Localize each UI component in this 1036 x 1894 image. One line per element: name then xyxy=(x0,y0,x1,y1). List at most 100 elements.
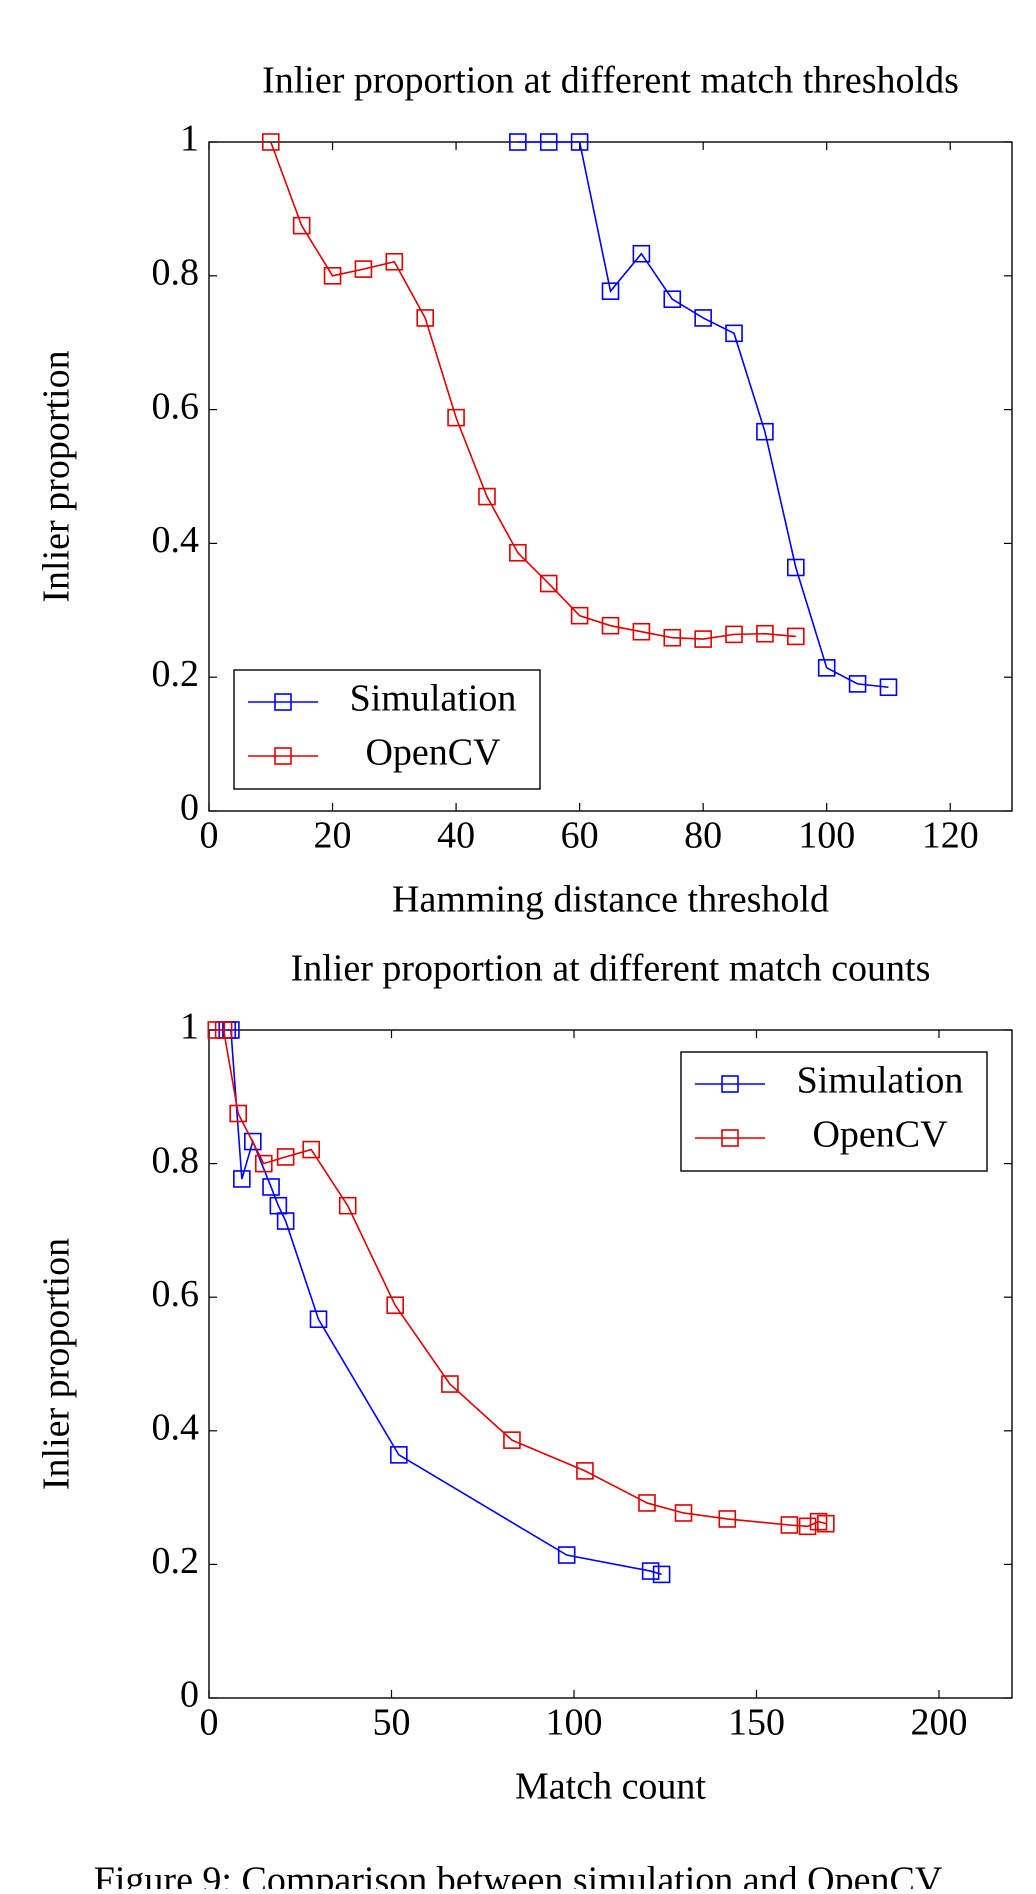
x-axis-label: Hamming distance threshold xyxy=(392,879,829,921)
marker xyxy=(539,574,558,593)
legend-label: Simulation xyxy=(350,678,517,720)
marker xyxy=(503,1431,521,1449)
x-tick-label: 40 xyxy=(437,815,475,857)
marker xyxy=(787,627,805,646)
y-tick-label: 0.2 xyxy=(152,653,200,695)
marker xyxy=(632,622,651,641)
x-tick-label: 200 xyxy=(911,1702,968,1744)
marker xyxy=(601,282,620,300)
marker xyxy=(780,1516,799,1534)
marker xyxy=(570,606,589,625)
x-tick-label: 0 xyxy=(200,1702,219,1744)
legend-label: Simulation xyxy=(797,1060,964,1102)
marker xyxy=(323,266,342,285)
marker xyxy=(576,1462,594,1480)
marker xyxy=(652,1565,671,1584)
marker xyxy=(641,1562,660,1580)
marker xyxy=(557,1546,576,1564)
marker xyxy=(276,1148,295,1166)
marker xyxy=(638,1494,656,1512)
marker xyxy=(632,244,651,263)
marker xyxy=(292,216,311,235)
caption: Figure 9: Comparison between simulation … xyxy=(94,1860,943,1889)
marker xyxy=(233,1170,251,1188)
x-tick-label: 50 xyxy=(373,1702,411,1744)
legend-marker xyxy=(721,1075,739,1093)
marker xyxy=(386,1296,404,1315)
marker xyxy=(302,1140,321,1159)
marker xyxy=(817,659,836,677)
legend-marker xyxy=(274,693,292,711)
x-tick-label: 0 xyxy=(200,815,219,857)
marker xyxy=(338,1196,357,1215)
legend-marker xyxy=(274,747,292,765)
marker xyxy=(385,252,404,271)
marker xyxy=(879,678,898,697)
x-tick-label: 80 xyxy=(684,815,722,857)
x-tick-label: 100 xyxy=(546,1702,603,1744)
marker xyxy=(309,1310,328,1329)
marker xyxy=(441,1375,459,1393)
legend-marker xyxy=(721,1129,739,1147)
marker xyxy=(725,324,743,343)
y-tick-label: 0.6 xyxy=(152,385,200,427)
chart-title: Inlier proportion at different match thr… xyxy=(262,60,959,102)
marker xyxy=(229,1104,247,1123)
y-tick-label: 0.4 xyxy=(152,519,200,561)
marker xyxy=(509,133,527,151)
marker xyxy=(262,1178,280,1196)
x-tick-label: 120 xyxy=(922,815,979,857)
y-tick-label: 0.4 xyxy=(152,1407,200,1449)
marker xyxy=(354,260,373,278)
legend-label: OpenCV xyxy=(365,732,501,774)
marker xyxy=(539,133,558,151)
marker xyxy=(509,543,527,562)
chart-title: Inlier proportion at different match cou… xyxy=(291,948,931,990)
marker xyxy=(817,1514,835,1533)
marker xyxy=(756,422,774,441)
y-tick-label: 0 xyxy=(180,787,199,829)
series-line xyxy=(270,141,796,640)
marker xyxy=(276,1212,295,1230)
marker xyxy=(478,487,496,506)
y-tick-label: 0.6 xyxy=(152,1273,200,1315)
y-axis-label: Inlier proportion xyxy=(36,1238,78,1490)
marker xyxy=(725,625,743,644)
y-tick-label: 0.8 xyxy=(152,1139,200,1181)
y-tick-label: 1 xyxy=(180,1006,199,1048)
x-axis-label: Match count xyxy=(515,1766,706,1808)
x-tick-label: 60 xyxy=(561,815,599,857)
marker xyxy=(663,628,682,647)
marker xyxy=(261,133,280,151)
marker xyxy=(694,630,712,648)
marker xyxy=(254,1154,273,1173)
marker xyxy=(718,1510,737,1528)
marker xyxy=(601,616,620,635)
marker xyxy=(694,309,712,327)
marker xyxy=(663,290,682,309)
y-tick-label: 0.8 xyxy=(152,252,200,294)
series-line xyxy=(517,141,889,689)
marker xyxy=(416,309,434,327)
x-tick-label: 150 xyxy=(728,1702,785,1744)
marker xyxy=(756,624,774,643)
series-line xyxy=(227,1029,662,1576)
y-tick-label: 0 xyxy=(180,1674,199,1716)
marker xyxy=(570,133,589,151)
y-axis-label: Inlier proportion xyxy=(36,350,78,602)
marker xyxy=(848,675,867,693)
y-tick-label: 0.2 xyxy=(152,1540,200,1582)
marker xyxy=(674,1504,693,1522)
x-tick-label: 20 xyxy=(314,815,352,857)
marker xyxy=(798,1517,817,1536)
x-tick-label: 100 xyxy=(798,815,855,857)
marker xyxy=(244,1132,262,1151)
marker xyxy=(447,408,465,427)
y-tick-label: 1 xyxy=(180,118,199,160)
legend-box xyxy=(680,1051,988,1172)
marker xyxy=(214,1021,233,1039)
legend-label: OpenCV xyxy=(812,1114,948,1156)
marker xyxy=(389,1446,408,1464)
